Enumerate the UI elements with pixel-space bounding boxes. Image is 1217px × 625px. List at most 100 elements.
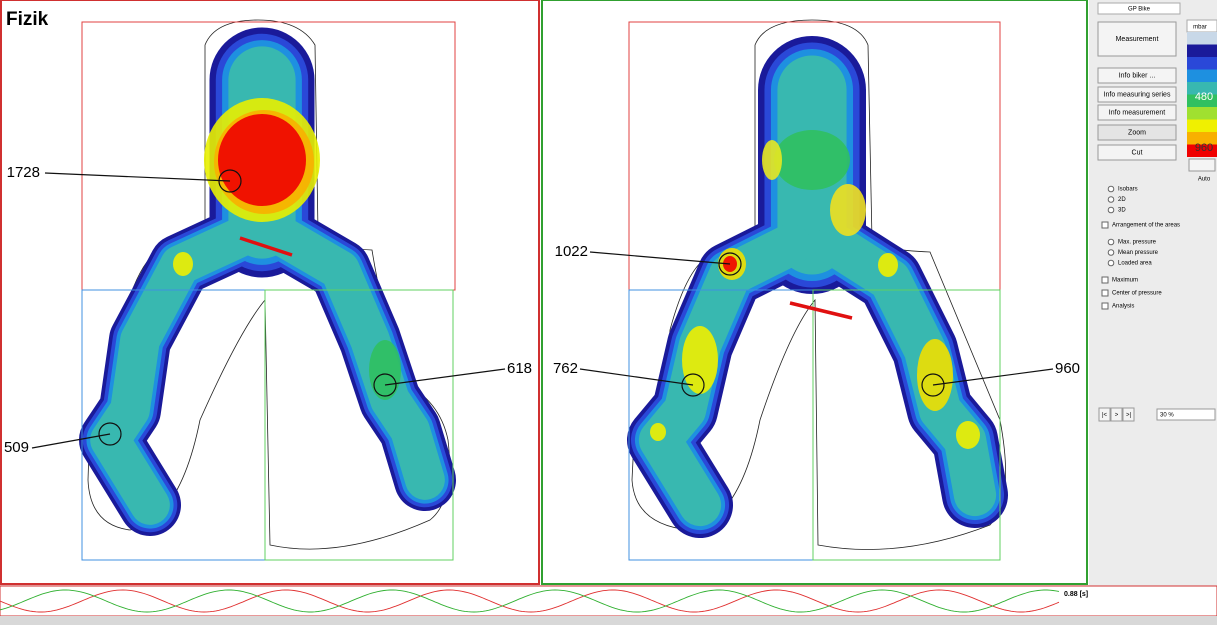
option-label[interactable]: Maximum [1112, 278, 1138, 284]
scale-band [1187, 132, 1217, 145]
radio[interactable] [1107, 196, 1115, 203]
scale-band [1187, 44, 1217, 57]
pressure-map: 1728 509 618 [4, 19, 532, 561]
button[interactable] [1097, 86, 1177, 103]
max-label: 762 [553, 360, 578, 377]
max-marker [921, 373, 945, 397]
pressure-map: 1022 762 960 [553, 19, 1080, 561]
scale-arrows[interactable] [1188, 158, 1216, 172]
pressure-spot [650, 423, 666, 441]
pressure-spot [682, 326, 718, 394]
button[interactable] [1097, 124, 1177, 141]
wave-line [0, 589, 1060, 613]
pressure-spot [878, 253, 898, 277]
button-label[interactable]: Info measuring series [1104, 91, 1171, 98]
nav-button[interactable] [1110, 407, 1123, 422]
maps: 1728 509 618 1022 762 960 [4, 19, 1080, 561]
status-bar [0, 616, 1217, 625]
pressure-spot [917, 339, 953, 411]
waveform [0, 589, 1060, 613]
max-label: 1022 [555, 243, 588, 260]
scale-band [1187, 57, 1217, 70]
pressure-spot [173, 252, 193, 276]
max-marker [373, 373, 397, 397]
radio[interactable] [1107, 259, 1115, 267]
option-label[interactable]: Center of pressure [1112, 291, 1162, 297]
option-label[interactable]: 2D [1118, 197, 1126, 203]
option-label[interactable]: Mean pressure [1118, 250, 1159, 256]
leader-line [579, 368, 694, 386]
radio[interactable] [1107, 206, 1115, 214]
center-of-pressure [789, 301, 853, 320]
nav-button[interactable] [1098, 407, 1111, 422]
button-label[interactable]: Zoom [1128, 129, 1146, 136]
checkbox[interactable] [1101, 221, 1109, 229]
left-panel [0, 0, 540, 585]
option-label[interactable]: Loaded area [1118, 261, 1152, 267]
max-label: 509 [4, 439, 29, 456]
header-box [1097, 2, 1181, 15]
leader-line [31, 433, 111, 449]
checkbox[interactable] [1101, 276, 1109, 284]
radio[interactable] [1107, 249, 1115, 256]
button-label[interactable]: Info measurement [1109, 109, 1165, 116]
zoom-label[interactable]: 30 % [1160, 413, 1174, 419]
scale-band [1187, 144, 1217, 157]
pressure-spot [956, 421, 980, 449]
max-marker [98, 422, 122, 446]
right-panel [541, 0, 1088, 585]
option-label[interactable]: 3D [1118, 208, 1126, 214]
nav-label[interactable]: > [1115, 413, 1119, 419]
radio[interactable] [1107, 238, 1115, 246]
leader-line [589, 251, 731, 265]
nav-button[interactable] [1122, 407, 1135, 422]
scale-label: 960 [1195, 142, 1213, 154]
option-label[interactable]: Arrangement of the areas [1112, 223, 1180, 229]
scale-label: 480 [1195, 91, 1213, 103]
button-label[interactable]: Info biker ... [1119, 72, 1156, 79]
button[interactable] [1097, 21, 1177, 57]
pressure-spot [830, 184, 866, 236]
button[interactable] [1097, 144, 1177, 161]
scale-unit: mbar [1193, 25, 1207, 31]
area-frame [812, 289, 1001, 561]
scale-band [1187, 69, 1217, 82]
max-label: 1728 [7, 164, 40, 181]
radio[interactable] [1107, 185, 1115, 193]
option-label[interactable]: Analysis [1112, 304, 1134, 310]
button-label[interactable]: Cut [1132, 149, 1143, 156]
leader-line [384, 368, 506, 386]
pressure-spot [369, 340, 401, 400]
button[interactable] [1097, 104, 1177, 121]
scale-band [1187, 94, 1217, 107]
button-label[interactable]: Measurement [1116, 36, 1159, 43]
scale-band [1187, 82, 1217, 95]
zoom-select[interactable] [1156, 408, 1216, 421]
leader-line [44, 172, 231, 182]
center-of-pressure [239, 236, 293, 257]
scale-band [1187, 119, 1217, 132]
button[interactable] [1097, 67, 1177, 84]
option-label[interactable]: Max. pressure [1118, 240, 1157, 246]
checkbox[interactable] [1101, 302, 1109, 310]
scale-band [1187, 32, 1217, 45]
nav-label[interactable]: >| [1126, 413, 1132, 419]
brand-title: Fizik [6, 9, 49, 30]
max-marker [681, 373, 705, 397]
leader-line [932, 368, 1054, 386]
scale-auto[interactable]: Auto [1198, 177, 1211, 183]
checkbox[interactable] [1101, 289, 1109, 297]
time-label: 0.88 [s] [1064, 591, 1088, 598]
header-title: GP Bike [1128, 7, 1151, 13]
scale-band [1187, 107, 1217, 120]
max-label: 960 [1055, 360, 1080, 377]
wave-line [0, 589, 1060, 613]
pressure-spot [762, 140, 782, 180]
pressure-spot [774, 130, 850, 190]
nav-label[interactable]: |< [1102, 413, 1108, 419]
option-label[interactable]: Isobars [1118, 187, 1138, 193]
pressure-spot [218, 114, 306, 206]
max-label: 618 [507, 360, 532, 377]
